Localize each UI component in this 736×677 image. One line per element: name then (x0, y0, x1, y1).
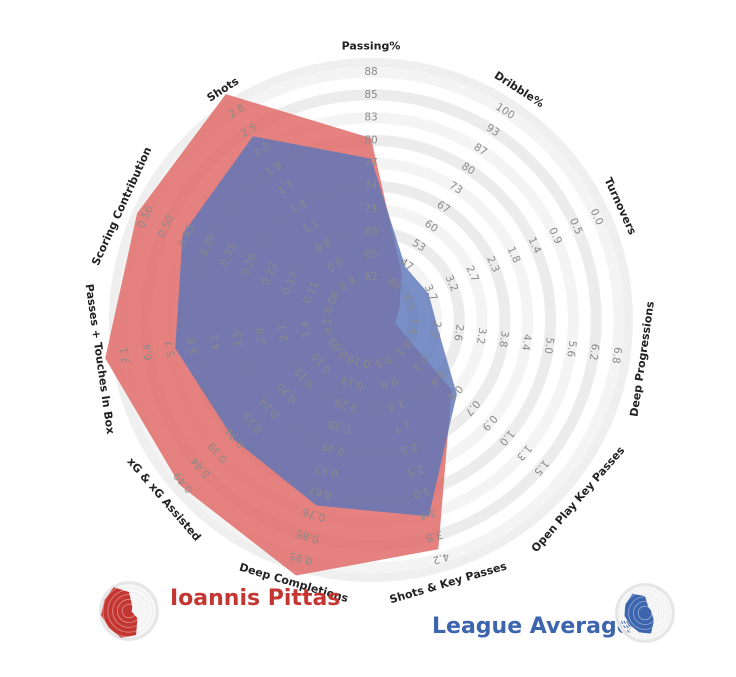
tick-label: 4.2 (431, 550, 450, 566)
tick-label: 74 (364, 180, 378, 192)
tick-label: 77 (364, 157, 377, 169)
tick-label: 62 (364, 271, 377, 283)
mini-ring-line (121, 603, 137, 619)
tick-label: 83 (364, 112, 377, 124)
axis-label: Passing% (342, 40, 401, 53)
mini-ring-line (107, 589, 151, 633)
tick-label: 2.1 (276, 323, 290, 341)
tick-label: 2.0 (429, 320, 443, 338)
mini-grid-ring (99, 581, 159, 641)
tick-label: 5.0 (542, 336, 556, 354)
tick-label: 2.5 (405, 462, 424, 478)
mini-ring-line (112, 594, 146, 628)
tick-label: 3.4 (418, 506, 438, 522)
tick-label: 0.5 (373, 353, 392, 369)
tick-label: 1.3 (386, 397, 405, 413)
tick-label: 6.8 (609, 346, 623, 364)
mini-ring-line (102, 584, 156, 638)
tick-label: 0.9 (380, 375, 399, 391)
tick-label: 2.8 (254, 327, 268, 345)
tick-label: 6.2 (587, 343, 601, 361)
tick-label: 1.4 (406, 317, 420, 336)
tick-label: 4.2 (209, 333, 223, 351)
tick-label: 3.8 (496, 330, 510, 348)
tick-label: 71 (364, 203, 377, 215)
tick-label: 65 (364, 248, 377, 260)
tick-label: 7.1 (118, 346, 132, 364)
tick-label: 80 (364, 134, 377, 146)
mini-ring-line (637, 605, 653, 621)
mini-grid-ring (623, 591, 667, 635)
mini-grid-ring (615, 583, 675, 643)
tick-label: 3.2 (474, 327, 488, 345)
tick-label: 4.4 (519, 333, 533, 352)
tick-label: 2.6 (451, 323, 465, 342)
mini-radar-area (624, 593, 654, 634)
tick-label: 1.7 (393, 419, 412, 435)
tick-label: 6.4 (141, 343, 155, 362)
league-average-label: League Average (432, 614, 632, 639)
radar-tick-labels: 6265687174778083858840475360677380879310… (118, 66, 623, 567)
mini-radar-area (101, 587, 138, 638)
player-radar-icon (99, 581, 159, 641)
tick-label: 0.7 (321, 317, 335, 335)
tick-label: 3.0 (412, 484, 431, 500)
league-average-area (175, 136, 457, 517)
tick-label: 2.1 (399, 440, 418, 456)
tick-label: 3.5 (231, 330, 245, 348)
tick-label: 68 (364, 226, 377, 238)
tick-label: 5.7 (164, 340, 178, 358)
mini-grid-ring (620, 588, 670, 638)
tick-label: 5.6 (564, 340, 578, 359)
tick-label: 5.0 (186, 336, 200, 354)
mini-ring-line (623, 591, 667, 635)
tick-label: 85 (364, 89, 377, 101)
radar-series (105, 94, 457, 576)
mini-ring-line (618, 586, 672, 640)
mini-ring-line (632, 600, 658, 626)
tick-label: 3.8 (425, 528, 444, 544)
mini-ring-line (116, 598, 142, 624)
mini-grid-ring (618, 586, 672, 640)
mini-ring-line (628, 596, 662, 630)
tick-label: 1.4 (299, 320, 313, 339)
tick-label: 88 (364, 66, 377, 78)
player-name-label: Ioannis Pittas (170, 586, 341, 611)
league-average-radar-icon (615, 583, 675, 643)
